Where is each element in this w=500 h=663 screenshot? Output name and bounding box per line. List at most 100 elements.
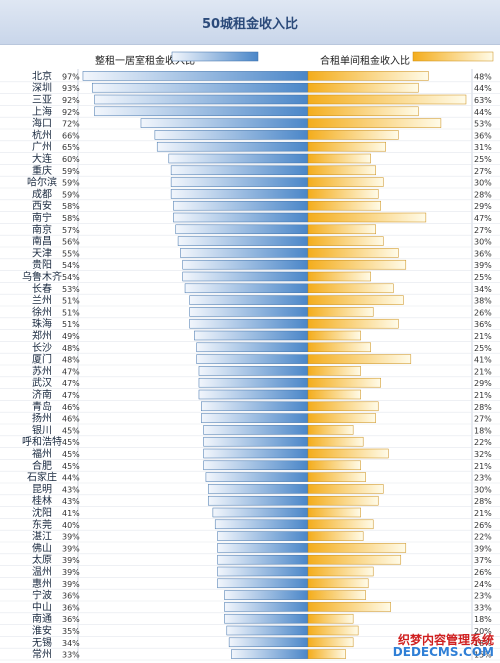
- data-label-left: 47%: [62, 367, 80, 376]
- bar-left: [217, 543, 309, 553]
- data-label-right: 21%: [474, 462, 492, 471]
- bar-right: [307, 94, 467, 105]
- bar-right: [307, 484, 384, 494]
- bar-right: [307, 413, 376, 423]
- category-label: 宁波: [32, 589, 52, 602]
- data-label-left: 35%: [62, 627, 80, 636]
- data-label-right: 37%: [474, 556, 492, 565]
- legend-right-label: 合租单间租金收入比: [320, 56, 410, 67]
- bar-right: [307, 271, 371, 282]
- data-label-left: 39%: [62, 544, 80, 553]
- data-label-right: 27%: [474, 415, 492, 424]
- chart-title: 50城租金收入比: [201, 17, 299, 32]
- data-label-left: 48%: [62, 344, 80, 353]
- bar-left: [94, 94, 309, 105]
- bar-left: [180, 248, 309, 258]
- category-label: 重庆: [32, 164, 52, 177]
- bar-left: [168, 153, 309, 164]
- data-label-left: 47%: [62, 379, 80, 388]
- data-label-left: 57%: [62, 226, 80, 235]
- bar-left: [196, 342, 309, 353]
- category-label: 天津: [32, 247, 52, 259]
- category-label: 太原: [32, 553, 52, 566]
- category-label: 石家庄: [27, 471, 57, 484]
- category-label: 苏州: [32, 364, 52, 377]
- bar-left: [177, 236, 309, 246]
- bar-left: [198, 389, 309, 400]
- category-label: 北京: [32, 69, 52, 82]
- data-label-right: 26%: [474, 568, 492, 577]
- bar-left: [203, 436, 309, 447]
- data-label-right: 21%: [474, 367, 492, 376]
- category-label: 深圳: [32, 82, 52, 94]
- data-label-right: 34%: [474, 285, 492, 294]
- data-label-left: 49%: [62, 332, 80, 341]
- data-label-left: 93%: [62, 84, 80, 93]
- category-label: 惠州: [32, 577, 52, 590]
- category-label: 合肥: [32, 459, 52, 472]
- data-label-left: 40%: [62, 521, 80, 530]
- category-label: 长沙: [32, 342, 52, 354]
- bar-right: [307, 519, 374, 530]
- category-label: 沈阳: [32, 506, 52, 519]
- bar-left: [207, 484, 309, 494]
- data-label-left: 55%: [62, 249, 80, 258]
- category-label: 东莞: [32, 518, 52, 531]
- data-label-left: 36%: [62, 592, 80, 601]
- category-label: 西安: [32, 199, 52, 212]
- data-label-right: 29%: [474, 202, 492, 211]
- legend-right-swatch: [412, 51, 494, 62]
- bar-right: [307, 472, 366, 482]
- bar-left: [170, 177, 309, 187]
- data-label-right: 24%: [474, 580, 492, 589]
- bar-left: [217, 566, 309, 577]
- data-label-left: 45%: [62, 462, 80, 471]
- bar-right: [307, 236, 384, 246]
- bar-left: [212, 507, 309, 518]
- data-label-left: 41%: [62, 509, 80, 518]
- data-label-right: 25%: [474, 273, 492, 282]
- data-label-right: 29%: [474, 379, 492, 388]
- category-label: 南昌: [32, 235, 52, 248]
- data-label-left: 39%: [62, 568, 80, 577]
- bar-right: [307, 82, 419, 93]
- bar-left: [201, 401, 309, 412]
- bar-left: [182, 259, 309, 270]
- data-label-right: 30%: [474, 238, 492, 247]
- category-label: 昆明: [32, 483, 52, 495]
- data-label-left: 34%: [62, 639, 80, 648]
- bar-right: [307, 448, 389, 459]
- bar-right: [307, 224, 376, 235]
- bar-right: [307, 342, 371, 353]
- category-label: 珠海: [32, 317, 52, 330]
- data-label-right: 36%: [474, 320, 492, 329]
- bar-left: [196, 354, 309, 364]
- data-label-left: 53%: [62, 285, 80, 294]
- category-label: 乌鲁木齐: [22, 270, 62, 283]
- bar-left: [91, 82, 309, 93]
- data-label-right: 21%: [474, 509, 492, 518]
- bar-right: [307, 578, 369, 589]
- data-label-left: 46%: [62, 403, 80, 412]
- bar-right: [307, 401, 379, 412]
- bar-left: [173, 200, 309, 211]
- bar-right: [307, 248, 399, 258]
- category-label: 哈尔滨: [27, 176, 57, 189]
- category-label: 贵阳: [32, 258, 52, 271]
- bar-right: [307, 177, 384, 187]
- bar-left: [189, 307, 309, 317]
- data-label-right: 30%: [474, 485, 492, 494]
- data-label-left: 45%: [62, 450, 80, 459]
- category-label: 上海: [32, 105, 52, 118]
- bar-left: [198, 377, 309, 388]
- data-label-right: 25%: [474, 155, 492, 164]
- data-label-left: 43%: [62, 497, 80, 506]
- bar-right: [307, 130, 399, 140]
- bar-right: [307, 165, 376, 176]
- category-label: 海口: [32, 117, 52, 130]
- bar-right: [307, 366, 361, 376]
- data-label-left: 51%: [62, 320, 80, 329]
- bar-right: [307, 436, 364, 447]
